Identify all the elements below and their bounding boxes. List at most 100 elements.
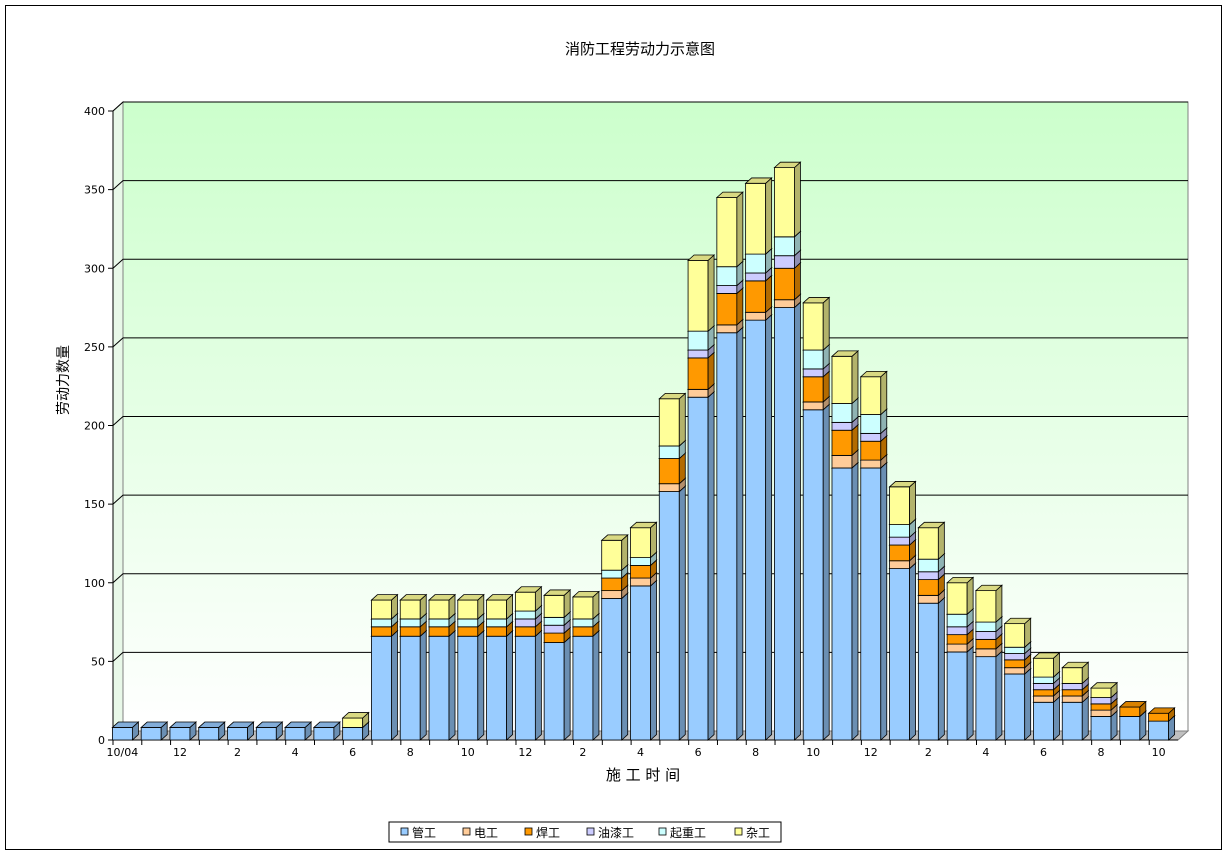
bar-front — [860, 467, 882, 741]
bar-front — [1033, 689, 1054, 697]
bar-segment — [802, 296, 831, 351]
bar-side — [937, 596, 945, 741]
bar-front — [399, 618, 421, 628]
bar-front — [687, 349, 709, 359]
bar-side — [391, 629, 398, 741]
x-tick-label: 10 — [806, 746, 820, 759]
bar-front — [1119, 716, 1141, 741]
bar-front — [399, 635, 421, 741]
bar-top — [1147, 707, 1176, 714]
bar-side — [707, 254, 715, 333]
x-tick-label: 6 — [1040, 746, 1047, 759]
bar-top — [543, 589, 572, 596]
bar-side — [707, 390, 715, 741]
bar-segment — [888, 480, 917, 526]
bar-front — [1061, 689, 1083, 697]
bar-front — [371, 618, 392, 628]
bar-front — [716, 332, 738, 741]
legend: 管工 电工 焊工 油漆工 起重工 杂工 — [388, 821, 782, 843]
bar-front — [1061, 701, 1083, 741]
bar-front — [860, 414, 882, 434]
bar-top — [140, 721, 169, 728]
bar-front — [687, 259, 709, 332]
bar-top — [888, 481, 917, 488]
bar-front — [1004, 646, 1026, 654]
bar-side — [563, 636, 571, 741]
bar-front — [917, 558, 939, 573]
bar-segment — [456, 593, 485, 620]
bar-side — [966, 645, 974, 741]
bar-front — [514, 635, 536, 741]
bar-front — [1033, 682, 1054, 691]
bar-front — [399, 626, 421, 637]
bar-segment — [802, 403, 831, 741]
bar-front — [1061, 667, 1083, 684]
bar-front — [745, 311, 767, 321]
bar-front — [687, 357, 709, 390]
bar-front — [917, 527, 939, 560]
bar-front — [399, 599, 421, 620]
bar-front — [572, 596, 594, 620]
bar-front — [601, 577, 623, 592]
bar-front — [831, 403, 853, 423]
y-tick-label: 100 — [84, 577, 105, 590]
bar-segment — [658, 392, 687, 447]
bar-front — [946, 643, 968, 653]
bar-front — [457, 618, 479, 628]
x-tick-label: 4 — [292, 746, 299, 759]
y-tick-labels: 0 50 100 150 200 250 300 350 400 — [84, 105, 105, 747]
bar-segment — [571, 629, 600, 741]
bar-top — [744, 177, 773, 184]
bar-front — [802, 302, 824, 351]
bar-front — [860, 376, 882, 415]
bar-top — [370, 594, 399, 601]
bar-front — [140, 727, 162, 741]
bar-front — [371, 635, 392, 741]
bar-segment — [629, 579, 658, 741]
bar-front — [975, 638, 997, 650]
bar-front — [802, 368, 824, 378]
bar-segment — [974, 650, 1003, 741]
bar-segment — [715, 326, 744, 741]
bar-front — [975, 656, 997, 741]
bar-top — [1003, 617, 1032, 625]
bar-segment — [744, 313, 773, 741]
bar-front — [946, 634, 968, 645]
bar-segment — [571, 590, 600, 620]
bar-front — [716, 285, 738, 294]
bar-segment — [341, 711, 370, 729]
bar-front — [774, 307, 795, 741]
bar-segment — [399, 593, 428, 620]
bar-front — [630, 577, 651, 587]
bar-front — [716, 324, 738, 334]
x-tick-label: 4 — [982, 746, 989, 759]
y-tick-label: 300 — [84, 262, 105, 275]
y-tick-label: 350 — [84, 184, 105, 197]
x-tick-label: 10 — [1152, 746, 1166, 759]
y-tick-label: 0 — [98, 734, 105, 747]
bar-segment — [1061, 661, 1090, 685]
legend-label: 电工 — [474, 826, 498, 840]
bar-segment — [284, 721, 313, 741]
bar-side — [477, 629, 485, 741]
legend-swatch — [658, 827, 667, 836]
legend-label: 焊工 — [536, 825, 560, 840]
bar-front — [1090, 716, 1112, 741]
bar-front — [227, 727, 248, 741]
bar-front — [514, 610, 536, 620]
bar-front — [572, 626, 594, 637]
bar-segment — [197, 721, 226, 741]
bar-top — [284, 721, 313, 728]
bar-segment — [140, 721, 169, 741]
bar-front — [601, 539, 623, 571]
bar-side — [650, 579, 657, 741]
bar-front — [1119, 706, 1141, 717]
gridline — [112, 180, 1188, 190]
x-tick-label: 10 — [461, 746, 475, 759]
bar-front — [1033, 695, 1054, 703]
legend-item: 电工 — [462, 826, 498, 840]
gridline — [112, 101, 1188, 112]
bar-front — [860, 432, 882, 442]
bar-front — [313, 727, 335, 741]
